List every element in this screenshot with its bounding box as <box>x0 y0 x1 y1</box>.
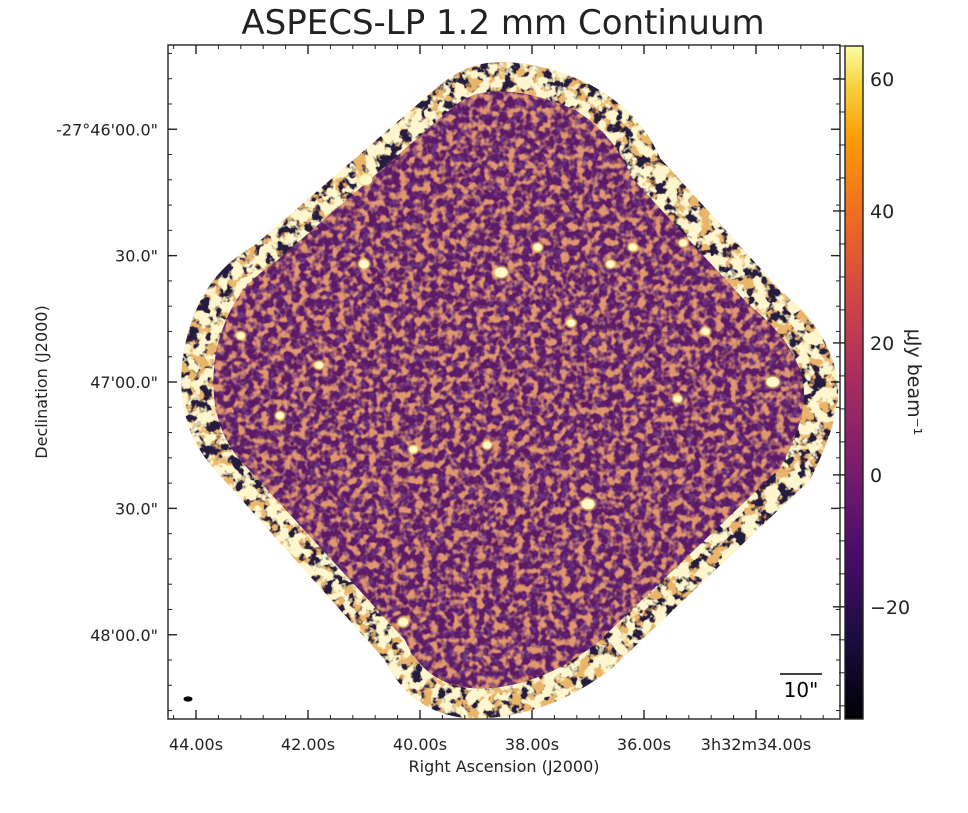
x-tick-label: 38.00s <box>505 735 559 754</box>
colorbar-tick-label: 20 <box>870 333 894 355</box>
colorbar-gradient <box>844 45 864 720</box>
beam-marker <box>183 696 193 702</box>
colorbar-tick-label: 60 <box>870 69 894 91</box>
source <box>581 499 595 510</box>
x-tick-label: 36.00s <box>617 735 671 754</box>
colorbar-ticks: 60 40 20 0 −20 <box>833 45 910 707</box>
colorbar-tick-label: 0 <box>870 465 882 487</box>
source <box>236 332 245 339</box>
source <box>483 441 492 449</box>
source <box>766 377 780 387</box>
source <box>398 617 409 627</box>
y-tick-label: 30.0" <box>115 247 158 266</box>
source <box>409 446 418 453</box>
x-tick-label: 3h32m34.00s <box>701 735 811 754</box>
sources-layer <box>233 171 783 630</box>
x-axis: 44.00s 42.00s 40.00s 38.00s 36.00s 3h32m34.00… <box>169 45 824 754</box>
colorbar: 60 40 20 0 −20 μJy beam⁻¹ <box>833 45 925 720</box>
x-tick-label: 44.00s <box>169 735 223 754</box>
colorbar-tick-label: 40 <box>870 201 894 223</box>
source <box>701 328 710 335</box>
chart-title: ASPECS-LP 1.2 mm Continuum <box>241 3 764 43</box>
source <box>628 244 637 251</box>
source <box>359 259 369 269</box>
y-tick-label: 47'00.0" <box>90 373 158 392</box>
colorbar-tick-label: −20 <box>870 597 910 619</box>
source <box>359 174 373 185</box>
x-axis-label: Right Ascension (J2000) <box>409 757 600 776</box>
y-tick-label: 48'00.0" <box>90 626 158 645</box>
source <box>276 412 284 419</box>
x-tick-label: 42.00s <box>281 735 335 754</box>
y-axis: -27°46'00.0" 30.0" 47'00.0" 30.0" 48'00.0" <box>56 52 840 712</box>
y-tick-label: 30.0" <box>115 499 158 518</box>
scale-bar: 10" <box>780 673 822 702</box>
source <box>606 260 615 268</box>
scale-bar-label: 10" <box>784 678 819 702</box>
y-tick-label: -27°46'00.0" <box>56 120 158 139</box>
source <box>679 239 688 247</box>
colorbar-label: μJy beam⁻¹ <box>903 329 925 436</box>
source <box>494 267 508 278</box>
y-axis-label: Declination (J2000) <box>32 305 51 458</box>
x-tick-label: 40.00s <box>393 735 447 754</box>
source <box>673 395 682 403</box>
source <box>315 361 324 369</box>
source <box>533 244 542 251</box>
source <box>567 319 576 327</box>
